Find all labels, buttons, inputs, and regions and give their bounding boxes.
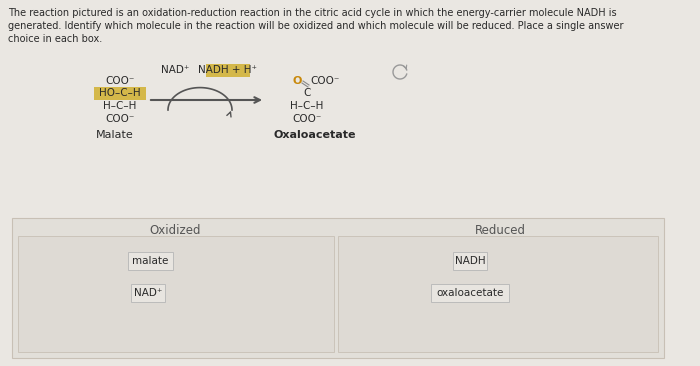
- Text: NAD⁺: NAD⁺: [161, 65, 189, 75]
- Text: Malate: Malate: [96, 130, 134, 140]
- Text: COO⁻: COO⁻: [293, 114, 322, 124]
- Text: Oxaloacetate: Oxaloacetate: [274, 130, 356, 140]
- Text: NADH: NADH: [455, 256, 485, 266]
- Text: The reaction pictured is an oxidation-reduction reaction in the citric acid cycl: The reaction pictured is an oxidation-re…: [8, 8, 617, 18]
- Text: NADH + H⁺: NADH + H⁺: [199, 65, 258, 75]
- Text: NAD⁺: NAD⁺: [134, 288, 162, 298]
- Text: Reduced: Reduced: [475, 224, 526, 237]
- Text: COO⁻: COO⁻: [310, 76, 340, 86]
- FancyBboxPatch shape: [94, 87, 146, 100]
- FancyBboxPatch shape: [431, 284, 509, 302]
- Text: C: C: [303, 88, 311, 98]
- Text: HO–C–H: HO–C–H: [99, 88, 141, 98]
- FancyBboxPatch shape: [127, 252, 172, 270]
- FancyBboxPatch shape: [131, 284, 165, 302]
- FancyBboxPatch shape: [338, 236, 658, 352]
- Text: COO⁻: COO⁻: [105, 76, 134, 86]
- Text: COO⁻: COO⁻: [105, 114, 134, 124]
- Text: choice in each box.: choice in each box.: [8, 34, 102, 44]
- Text: O: O: [293, 76, 302, 86]
- Text: H–C–H: H–C–H: [290, 101, 323, 111]
- FancyBboxPatch shape: [206, 64, 250, 77]
- FancyBboxPatch shape: [12, 218, 664, 358]
- Text: Oxidized: Oxidized: [149, 224, 201, 237]
- FancyBboxPatch shape: [18, 236, 334, 352]
- Text: H–C–H: H–C–H: [104, 101, 136, 111]
- Text: malate: malate: [132, 256, 168, 266]
- FancyBboxPatch shape: [453, 252, 487, 270]
- Text: oxaloacetate: oxaloacetate: [436, 288, 504, 298]
- Text: generated. Identify which molecule in the reaction will be oxidized and which mo: generated. Identify which molecule in th…: [8, 21, 624, 31]
